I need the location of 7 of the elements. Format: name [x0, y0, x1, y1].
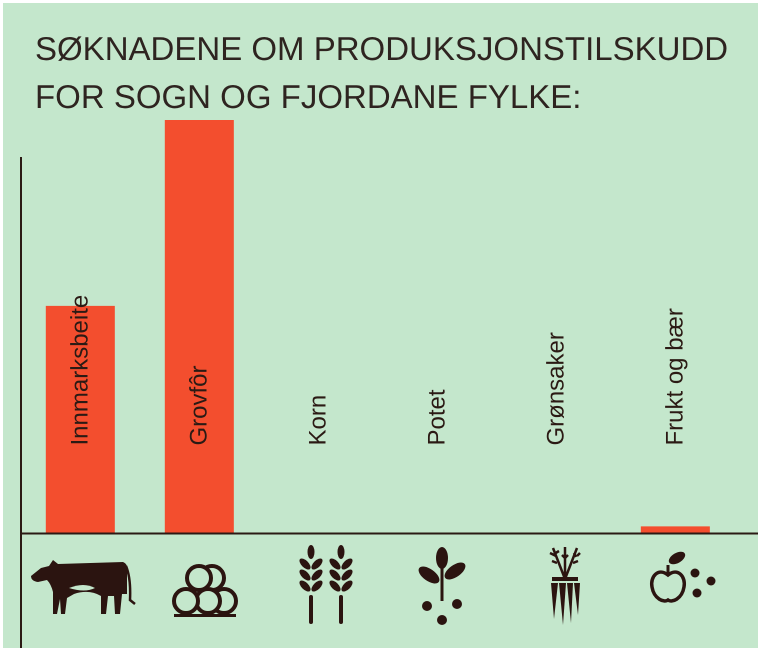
- x-tick-label: Innmarksbeite: [66, 294, 94, 446]
- x-tick-label: Grønsaker: [542, 332, 570, 446]
- x-tick-label: Frukt og bær: [661, 308, 688, 446]
- x-tick-label: Grovfôr: [185, 365, 212, 446]
- x-tick-label: Korn: [304, 394, 332, 446]
- chart-title: SØKNADENE OM PRODUKSJONSTILSKUDD FOR SOGN OG FJORDANE FYLKE:: [35, 30, 728, 115]
- x-tick-label: Potet: [423, 389, 450, 446]
